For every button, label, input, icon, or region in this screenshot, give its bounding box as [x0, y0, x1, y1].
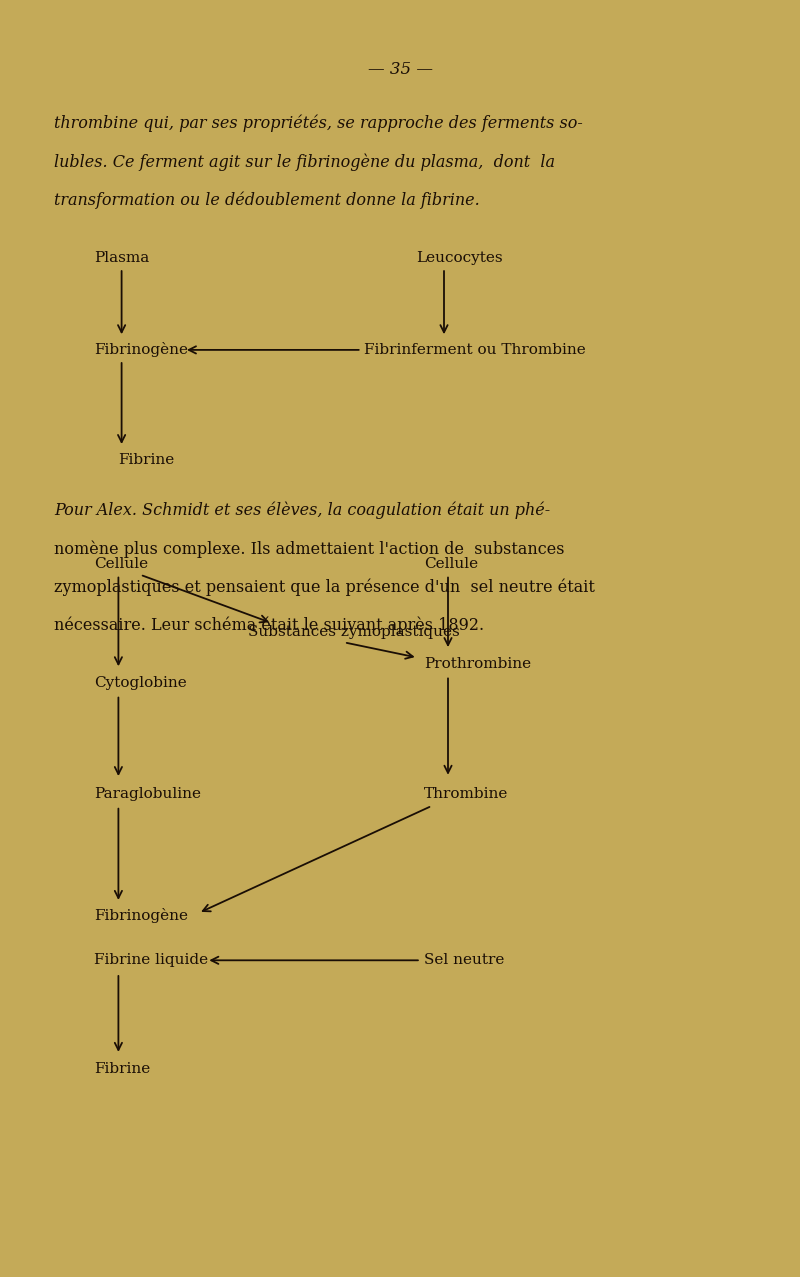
Text: thrombine qui, par ses propriétés, se rapproche des ferments so-: thrombine qui, par ses propriétés, se ra…: [54, 115, 583, 133]
Text: Cellule: Cellule: [94, 558, 149, 571]
Text: Pour Alex. Schmidt et ses élèves, la coagulation était un phé-: Pour Alex. Schmidt et ses élèves, la coa…: [54, 502, 550, 520]
Text: Paraglobuline: Paraglobuline: [94, 788, 202, 801]
Text: Fibrine: Fibrine: [94, 1062, 150, 1075]
Text: Cellule: Cellule: [424, 558, 478, 571]
Text: Fibrinferment ou Thrombine: Fibrinferment ou Thrombine: [364, 344, 586, 356]
Text: Sel neutre: Sel neutre: [424, 954, 504, 967]
Text: Cytoglobine: Cytoglobine: [94, 677, 187, 690]
Text: Fibrine: Fibrine: [118, 453, 174, 466]
Text: Substances zymoplastiques: Substances zymoplastiques: [248, 626, 460, 638]
Text: nomène plus complexe. Ils admettaient l'action de  substances: nomène plus complexe. Ils admettaient l'…: [54, 540, 565, 558]
Text: Fibrinogène: Fibrinogène: [94, 908, 189, 923]
Text: Fibrinogène: Fibrinogène: [94, 342, 189, 358]
Text: Prothrombine: Prothrombine: [424, 658, 531, 670]
Text: Plasma: Plasma: [94, 252, 150, 264]
Text: Leucocytes: Leucocytes: [416, 252, 502, 264]
Text: Thrombine: Thrombine: [424, 788, 508, 801]
Text: Fibrine liquide: Fibrine liquide: [94, 954, 209, 967]
Text: transformation ou le dédoublement donne la fibrine.: transformation ou le dédoublement donne …: [54, 192, 480, 209]
Text: — 35 —: — 35 —: [367, 61, 433, 78]
Text: lubles. Ce ferment agit sur le fibrinogène du plasma,  dont  la: lubles. Ce ferment agit sur le fibrinogè…: [54, 153, 555, 171]
Text: nécessaire. Leur schéma était le suivant après 1892.: nécessaire. Leur schéma était le suivant…: [54, 617, 485, 635]
Text: zymoplastiques et pensaient que la présence d'un  sel neutre était: zymoplastiques et pensaient que la prése…: [54, 578, 595, 596]
